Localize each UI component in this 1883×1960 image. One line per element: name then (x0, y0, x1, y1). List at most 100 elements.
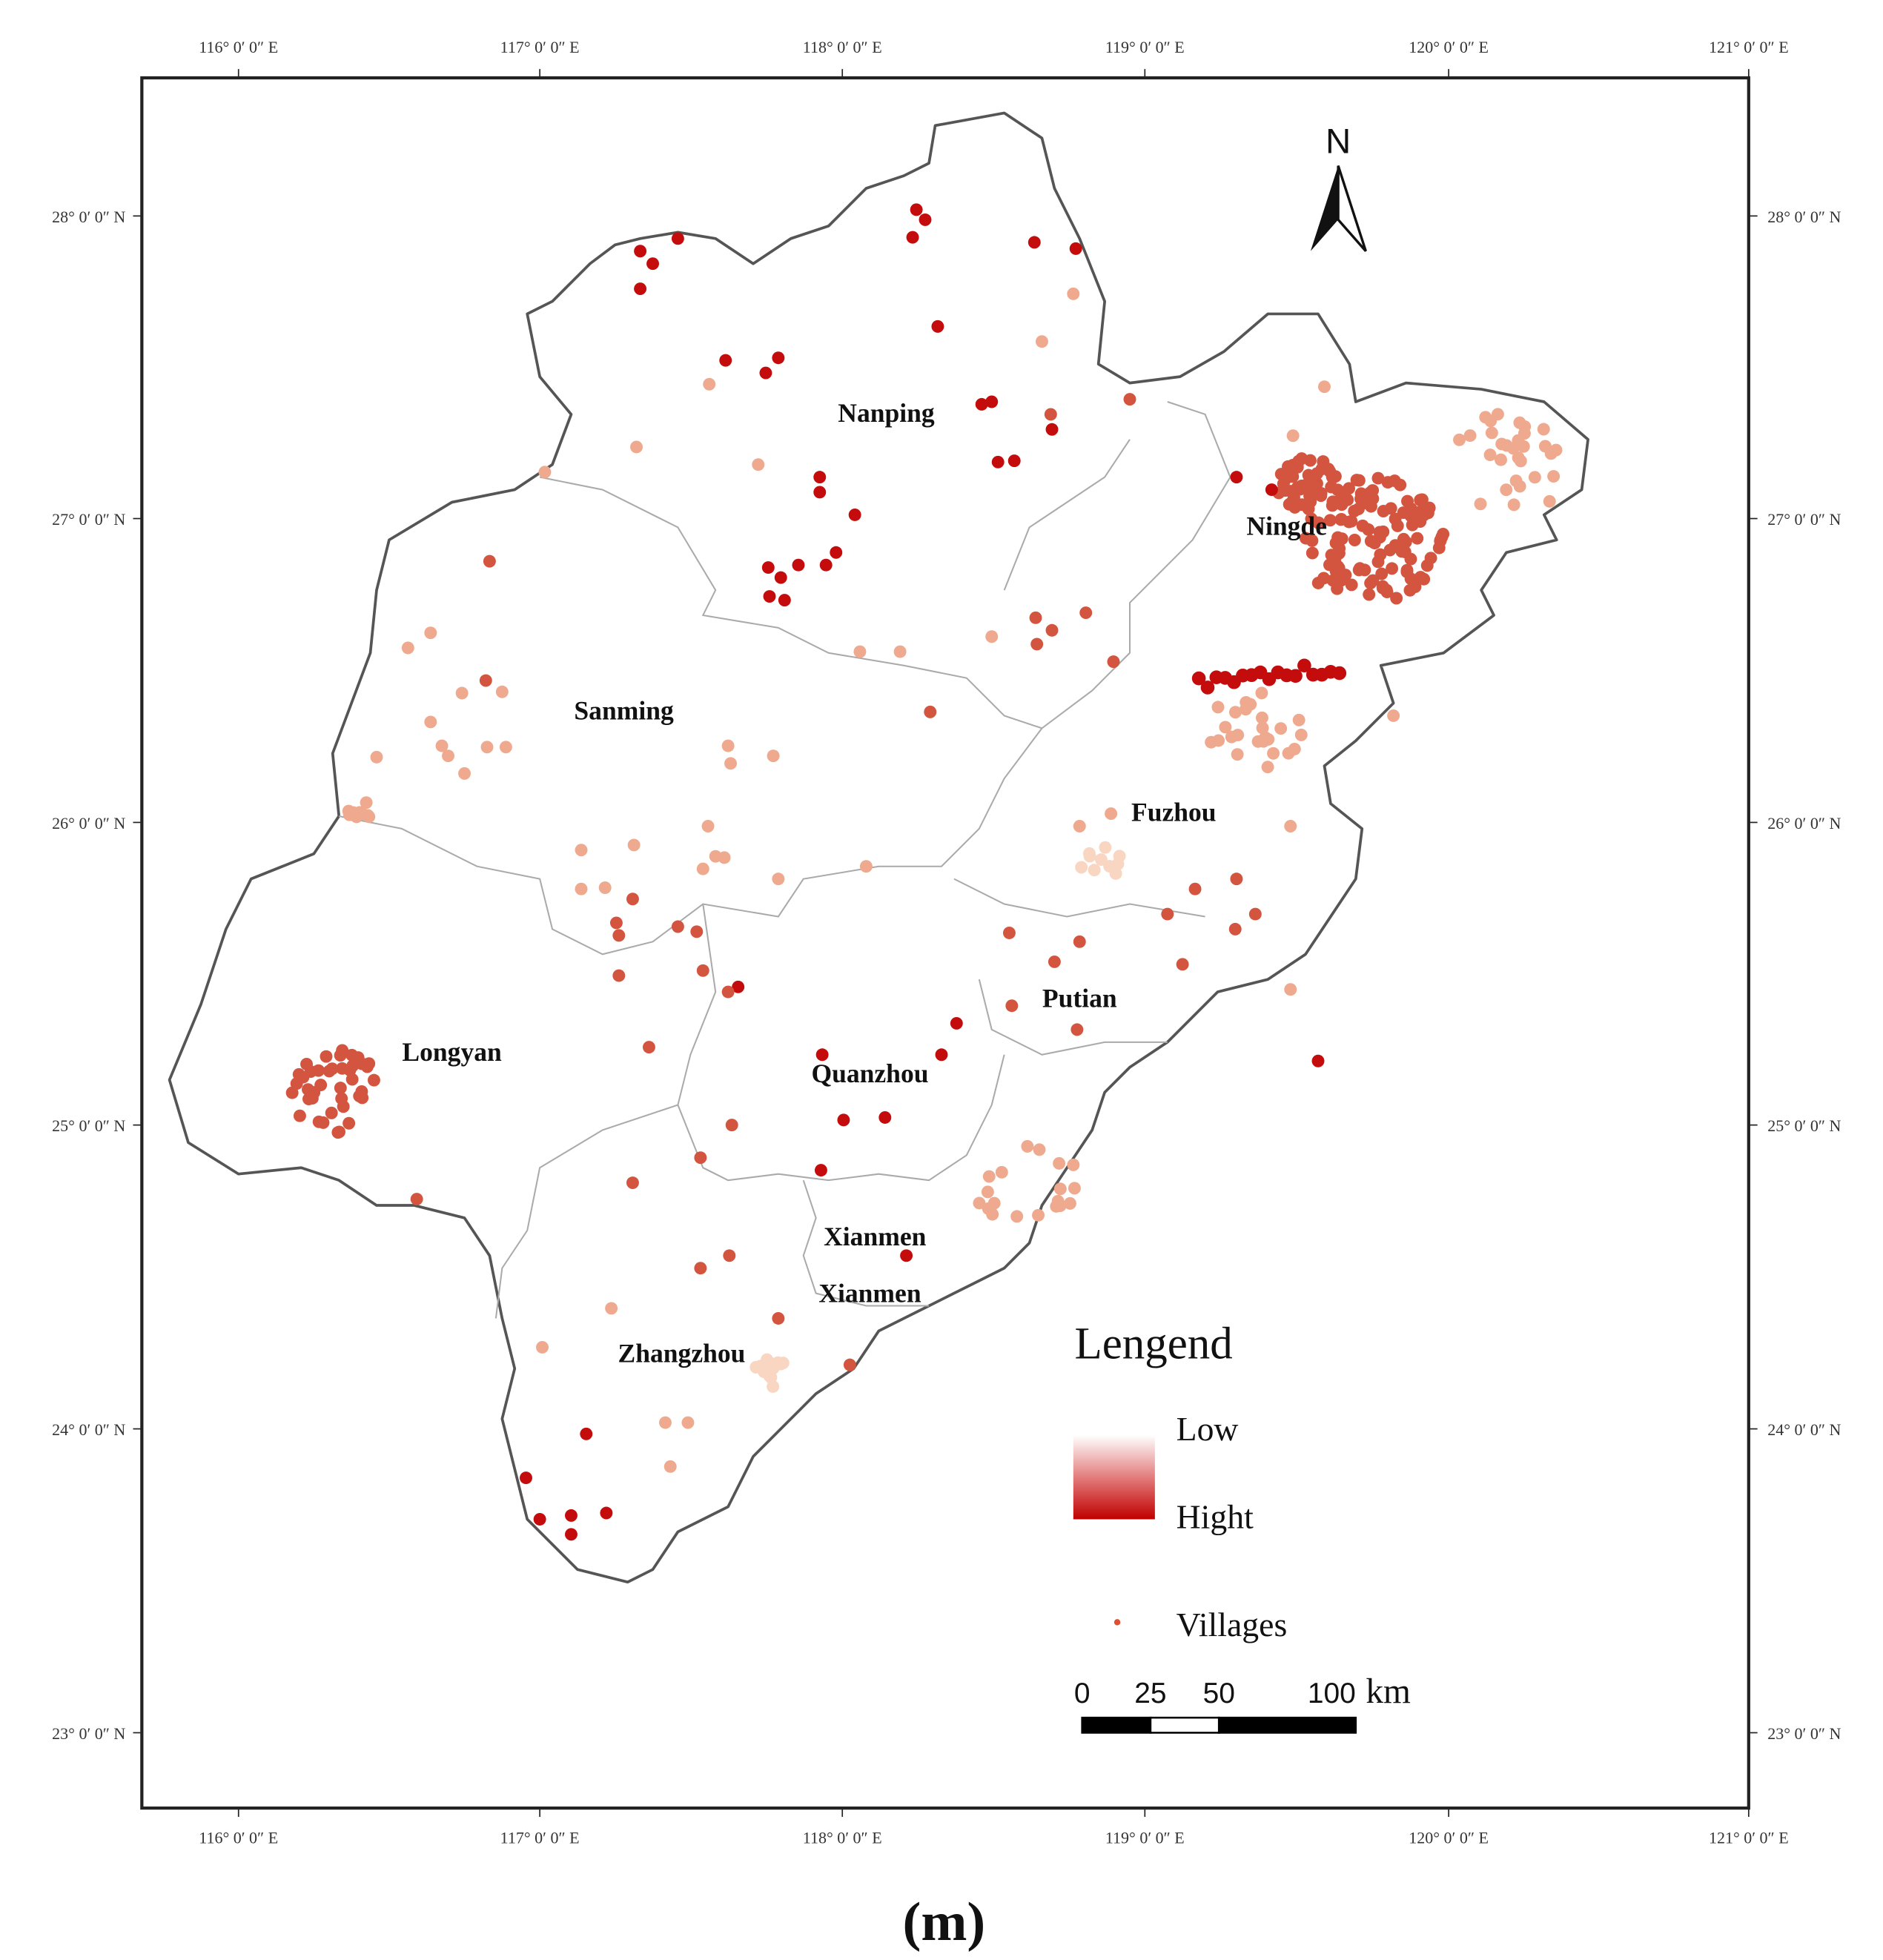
village (442, 749, 454, 763)
village (1205, 735, 1218, 749)
village (345, 1073, 359, 1086)
village (1333, 542, 1346, 555)
village (1010, 1210, 1024, 1223)
village (612, 929, 626, 942)
village (1036, 335, 1048, 348)
village (1386, 562, 1399, 575)
village (1284, 820, 1297, 832)
village (1109, 867, 1122, 880)
village (1335, 532, 1348, 546)
region-label: Putian (1042, 983, 1117, 1013)
village (1069, 242, 1082, 255)
village (1045, 623, 1059, 637)
village (1257, 735, 1270, 748)
scale-label: 100 (1308, 1678, 1356, 1709)
village (458, 767, 471, 780)
longitude-label: 118° 0′ 0″ E (803, 38, 882, 56)
graticule: 116° 0′ 0″ E 116° 0′ 0″ E 117° 0′ 0″ E 117°… (52, 38, 1841, 1847)
village (1323, 514, 1337, 527)
village (1483, 448, 1497, 462)
village (1404, 502, 1417, 515)
village (813, 486, 827, 499)
village (314, 1079, 328, 1092)
village (1371, 471, 1385, 485)
village (1029, 611, 1042, 624)
village (724, 757, 737, 770)
longitude-label: 116° 0′ 0″ E (199, 1828, 278, 1847)
village (1231, 729, 1245, 742)
village (538, 466, 552, 479)
village (1032, 1208, 1045, 1222)
village (701, 820, 715, 832)
village (565, 1528, 578, 1541)
region-label: Nanping (838, 398, 935, 428)
village (1334, 513, 1348, 526)
legend-title: Lengend (1074, 1320, 1232, 1369)
village (605, 1302, 618, 1315)
village (424, 715, 437, 729)
village (1228, 706, 1242, 719)
village (859, 860, 873, 873)
village (1082, 847, 1096, 860)
village (480, 741, 494, 754)
longitude-label: 118° 0′ 0″ E (803, 1828, 882, 1847)
scale-unit: km (1366, 1672, 1411, 1711)
boundary (802, 1179, 930, 1307)
village (1005, 999, 1019, 1013)
village (370, 750, 383, 764)
village (435, 739, 449, 752)
north-arrow: N (1310, 122, 1367, 252)
village (533, 1513, 546, 1526)
village (1045, 423, 1059, 436)
village (995, 1165, 1008, 1179)
village (1228, 922, 1242, 936)
village (1256, 721, 1269, 735)
village (598, 881, 612, 894)
village (1376, 581, 1389, 595)
village (1075, 861, 1088, 874)
latitude-label: 28° 0′ 0″ N (52, 208, 125, 226)
village (772, 873, 785, 886)
village (612, 969, 626, 982)
village (778, 594, 791, 607)
longitude-label: 121° 0′ 0″ E (1709, 38, 1789, 56)
latitude-label: 24° 0′ 0″ N (1767, 1420, 1841, 1439)
village (919, 213, 932, 226)
village (1267, 746, 1280, 760)
village (1211, 701, 1225, 714)
latitude-label: 25° 0′ 0″ N (52, 1116, 125, 1135)
village (1305, 546, 1319, 560)
village (774, 1357, 787, 1371)
village (1288, 500, 1302, 514)
village (1509, 474, 1523, 488)
village (1420, 559, 1434, 572)
village (723, 1249, 736, 1262)
village (819, 558, 833, 572)
village (1343, 482, 1356, 495)
longitude-label: 117° 0′ 0″ E (500, 1828, 580, 1847)
village (346, 1059, 360, 1073)
village (1414, 505, 1427, 518)
village (1248, 907, 1262, 921)
longitude-label: 119° 0′ 0″ E (1105, 38, 1185, 56)
village (986, 1208, 999, 1221)
village (725, 1119, 738, 1132)
village (732, 980, 745, 993)
village (1312, 516, 1326, 529)
village (694, 1262, 707, 1275)
village (1366, 484, 1380, 497)
legend-gradient (1073, 1434, 1155, 1520)
village (1326, 574, 1340, 587)
village (815, 1048, 829, 1062)
village (774, 571, 787, 584)
village (681, 1416, 695, 1429)
latitude-label: 26° 0′ 0″ N (52, 814, 125, 832)
village (1033, 1143, 1046, 1156)
latitude-label: 27° 0′ 0″ N (1767, 510, 1841, 529)
village (331, 1126, 345, 1139)
village (626, 893, 639, 906)
village (893, 645, 907, 658)
village (1314, 489, 1328, 503)
village (626, 1176, 639, 1190)
village (401, 641, 414, 655)
